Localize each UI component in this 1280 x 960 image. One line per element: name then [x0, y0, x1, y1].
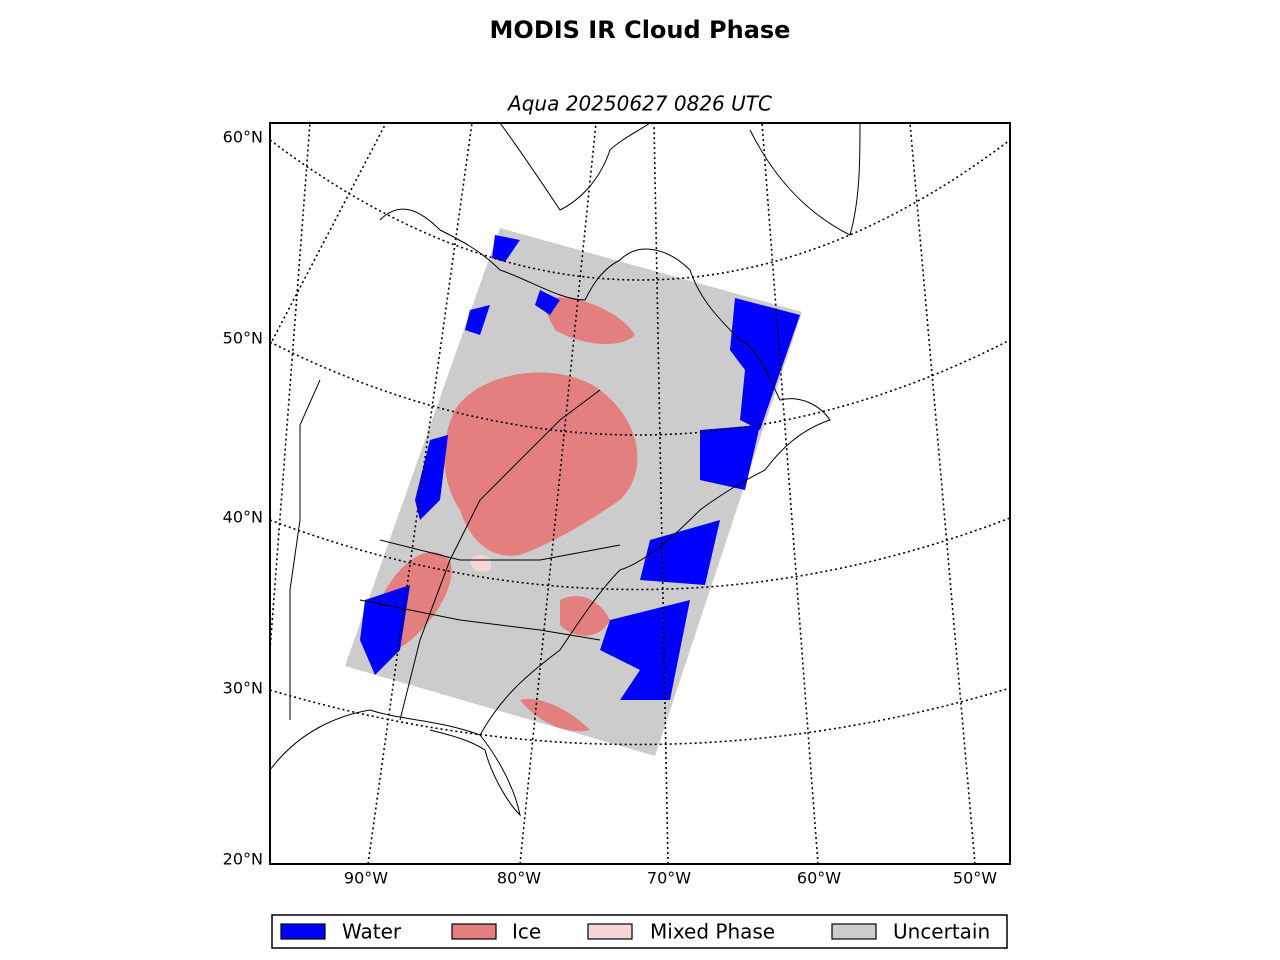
longitude-label: 80°W [497, 869, 541, 888]
map-frame [269, 122, 1011, 865]
legend-label: Water [342, 920, 402, 944]
legend-swatch [587, 923, 633, 940]
longitude-label: 70°W [647, 869, 691, 888]
latitude-label: 20°N [223, 850, 263, 869]
longitude-label: 50°W [953, 869, 997, 888]
latitude-label: 30°N [223, 679, 263, 698]
legend-swatch [451, 923, 497, 940]
subtitle: Aqua 20250627 0826 UTC [506, 92, 772, 116]
longitude-label: 90°W [344, 869, 388, 888]
water-areas [360, 235, 800, 700]
legend-label: Uncertain [893, 920, 990, 944]
ice-areas [378, 297, 638, 732]
legend-swatch [831, 923, 877, 940]
longitude-label: 60°W [797, 869, 841, 888]
legend-swatch [280, 923, 326, 940]
latitude-label: 50°N [223, 329, 263, 348]
legend-box [271, 914, 1008, 949]
latitude-label: 40°N [223, 508, 263, 527]
mixed-areas [470, 554, 491, 572]
legend-label: Mixed Phase [650, 920, 775, 944]
legend-label: Ice [512, 920, 541, 944]
title: MODIS IR Cloud Phase [490, 16, 791, 44]
map-area [270, 123, 1010, 864]
latitude-label: 60°N [223, 128, 263, 147]
